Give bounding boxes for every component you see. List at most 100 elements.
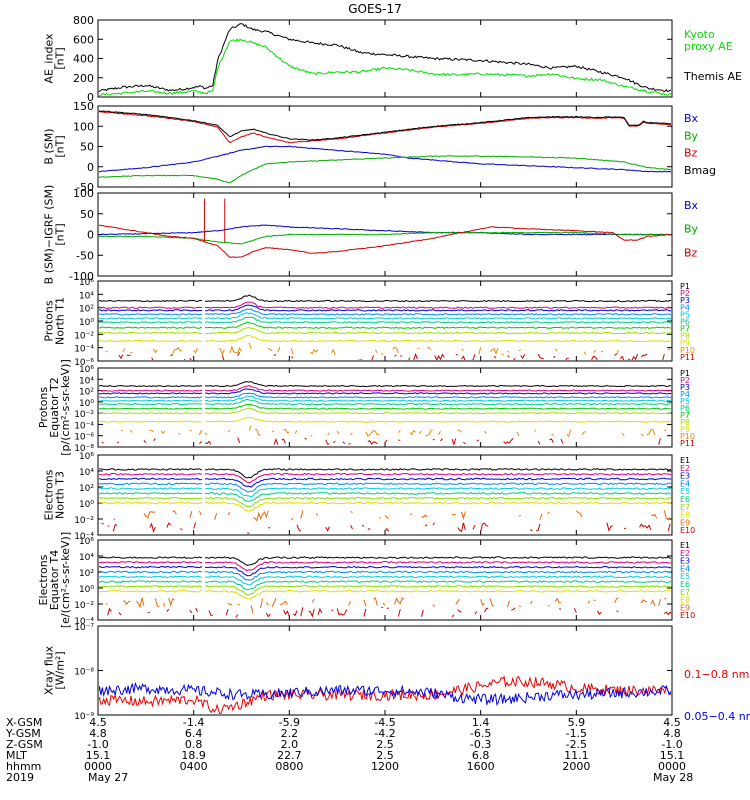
y-tick-label: 100 xyxy=(73,120,94,133)
channel-line xyxy=(317,607,323,616)
channel-line xyxy=(489,347,499,356)
y-axis-label: North T3 xyxy=(54,471,67,519)
channel-line xyxy=(330,348,336,356)
channel-line xyxy=(350,511,353,513)
legend-label: proxy AE xyxy=(684,40,733,53)
y-tick-label: 10⁻⁹ xyxy=(74,712,94,722)
channel-line xyxy=(419,430,422,435)
channel-line xyxy=(237,437,241,444)
channel-label: E10 xyxy=(680,611,695,620)
y-axis-label: Electrons xyxy=(43,469,56,520)
channel-line xyxy=(227,512,231,516)
channel-line xyxy=(397,609,401,617)
channel-line xyxy=(616,349,619,355)
channel-line xyxy=(457,522,466,533)
channel-label: E3 xyxy=(680,557,690,566)
channel-label: E6 xyxy=(680,580,690,589)
channel-line xyxy=(172,510,177,515)
channel-line xyxy=(614,353,617,357)
channel-line xyxy=(290,348,294,355)
x-axis-value: -0.3 xyxy=(470,738,491,751)
channel-line xyxy=(471,354,476,360)
x-axis-row-label: MLT xyxy=(6,749,27,762)
legend-label: Bx xyxy=(684,199,699,212)
channel-label: P5 xyxy=(680,397,690,406)
channel-line xyxy=(277,346,281,353)
channel-label: P3 xyxy=(680,383,690,392)
channel-line xyxy=(639,523,652,531)
channel-line xyxy=(99,321,671,329)
channel-line xyxy=(583,351,587,355)
channel-line xyxy=(493,355,497,359)
channel-line xyxy=(664,598,667,600)
channel-line xyxy=(180,528,183,531)
channel-line xyxy=(189,511,193,519)
channel-line xyxy=(461,511,466,520)
plot-area xyxy=(99,110,671,184)
channel-line xyxy=(480,522,489,532)
channel-line xyxy=(379,517,382,519)
channel-line xyxy=(591,355,598,360)
channel-line xyxy=(363,608,367,617)
channel-line xyxy=(101,441,104,444)
plot-area xyxy=(99,675,671,714)
x-axis-value: 4.5 xyxy=(663,716,681,729)
channel-label: E10 xyxy=(680,526,695,535)
channel-line xyxy=(472,524,476,530)
channel-line xyxy=(99,395,671,402)
x-axis-value: 2.5 xyxy=(376,749,394,762)
channel-line xyxy=(420,609,424,617)
channel-line xyxy=(143,511,156,519)
channel-line xyxy=(147,611,150,614)
plot-title: GOES-17 xyxy=(348,2,402,16)
x-axis-value: 0000 xyxy=(84,760,112,773)
channel-line xyxy=(650,513,658,519)
channel-label: E8 xyxy=(680,511,690,520)
channel-line xyxy=(199,440,212,445)
channel-line xyxy=(663,510,671,521)
series-line xyxy=(99,681,671,707)
y-tick-label: -50 xyxy=(76,181,94,194)
channel-line xyxy=(547,511,550,515)
channel-line xyxy=(348,443,351,445)
channel-line xyxy=(143,439,147,444)
channel-line xyxy=(373,597,378,606)
channel-line xyxy=(265,602,269,606)
series-line xyxy=(99,155,671,184)
channel-line xyxy=(457,429,462,433)
channel-line xyxy=(507,355,510,358)
x-axis-row-label: hhmm xyxy=(6,760,41,773)
channel-line xyxy=(99,312,671,320)
channel-line xyxy=(195,607,198,613)
channel-label: P5 xyxy=(680,310,690,319)
channel-line xyxy=(248,342,252,350)
channel-label: E2 xyxy=(680,549,690,558)
channel-line xyxy=(553,355,556,359)
channel-line xyxy=(426,346,432,350)
channel-label: E7 xyxy=(680,588,690,597)
y-tick-label: 10⁰ xyxy=(79,318,94,328)
channel-line xyxy=(394,597,405,605)
x-axis-value: 0000 xyxy=(658,760,686,773)
channel-line xyxy=(227,602,233,606)
channel-line xyxy=(99,501,671,512)
channel-label: E8 xyxy=(680,596,690,605)
channel-line xyxy=(122,348,126,353)
channel-line xyxy=(304,437,307,440)
channel-line xyxy=(99,308,671,316)
channel-line xyxy=(99,556,671,566)
channel-label: E9 xyxy=(680,603,690,612)
channel-line xyxy=(327,432,330,436)
channel-line xyxy=(99,301,671,309)
channel-line xyxy=(160,430,166,434)
x-axis-value: 1600 xyxy=(467,760,495,773)
plot-area xyxy=(99,23,671,96)
y-axis-label: [nT] xyxy=(54,223,67,245)
legend-label: Bz xyxy=(684,246,698,259)
y-axis-label: [W/m²] xyxy=(54,651,67,689)
channel-label: E9 xyxy=(680,518,690,527)
channel-line xyxy=(99,398,671,406)
channel-label: P10 xyxy=(680,432,695,441)
data-gap xyxy=(202,456,206,534)
channel-line xyxy=(99,467,671,479)
